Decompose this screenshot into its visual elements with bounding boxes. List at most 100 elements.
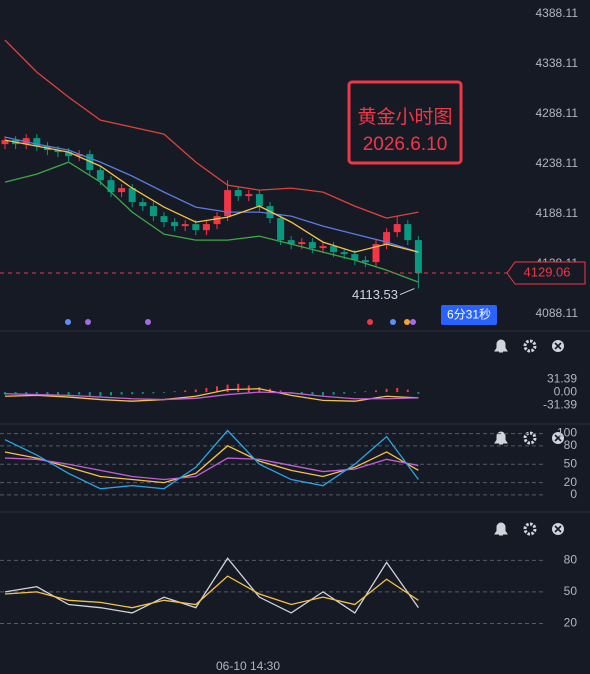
event-dot[interactable] xyxy=(85,319,91,325)
macd-bar xyxy=(406,389,409,393)
candle-body xyxy=(255,194,263,207)
candle-body xyxy=(171,222,179,227)
candle-body xyxy=(107,180,115,193)
macd-bar xyxy=(184,390,187,393)
macd-bar xyxy=(300,392,303,394)
event-dot[interactable] xyxy=(404,319,410,325)
settings-icon[interactable] xyxy=(523,431,537,445)
close-icon-cross xyxy=(554,342,562,350)
macd-bar xyxy=(78,392,81,395)
y-tick-label: 0 xyxy=(570,487,577,501)
event-dot[interactable] xyxy=(410,319,416,325)
macd-bar xyxy=(343,392,346,394)
candle-body xyxy=(181,224,189,227)
countdown: 6分31秒 xyxy=(447,308,491,322)
alert-icon[interactable] xyxy=(494,522,508,536)
macd-bar xyxy=(216,386,218,393)
y-tick-label: 4388.11 xyxy=(536,6,579,20)
event-dot[interactable] xyxy=(145,319,151,325)
y-tick-label: 50 xyxy=(564,584,578,598)
candle-body xyxy=(245,194,253,197)
candle-body xyxy=(213,216,221,225)
macd-bar xyxy=(279,390,282,393)
candle-body xyxy=(224,190,232,217)
indicator-line xyxy=(4,429,419,490)
y-tick-label: 4188.11 xyxy=(536,206,579,220)
low-pointer xyxy=(399,288,415,296)
indicator-line xyxy=(4,457,419,481)
indicator-line xyxy=(4,557,419,614)
y-tick-label: 0.00 xyxy=(554,384,578,398)
y-tick-label: 31.39 xyxy=(547,371,577,385)
candle-body xyxy=(277,218,285,241)
candle-body xyxy=(202,224,210,231)
indicator-line xyxy=(4,39,419,219)
macd-bar xyxy=(120,392,123,395)
y-tick-label: 80 xyxy=(564,553,578,567)
settings-icon[interactable] xyxy=(523,339,537,353)
close-icon-cross xyxy=(554,434,562,442)
macd-bar xyxy=(226,384,229,393)
y-tick-label: 20 xyxy=(564,475,578,489)
settings-icon[interactable] xyxy=(523,522,537,536)
candle-body xyxy=(22,138,30,145)
candle-body xyxy=(393,224,401,233)
candle-body xyxy=(118,188,126,193)
y-tick-label: 50 xyxy=(564,456,578,470)
candle-body xyxy=(234,190,242,197)
indicator-line xyxy=(4,388,419,402)
macd-bar xyxy=(35,392,38,394)
candle-body xyxy=(330,246,338,253)
alert-icon[interactable] xyxy=(494,339,508,353)
annotation-date: 2026.6.10 xyxy=(363,134,448,155)
macd-bar xyxy=(311,392,314,395)
candle-body xyxy=(383,232,391,245)
annotation-title: 黄金小时图 xyxy=(357,106,452,128)
y-tick-label: 4088.11 xyxy=(536,306,579,320)
countdown-box xyxy=(441,305,497,325)
macd-bar xyxy=(332,392,335,395)
event-dot[interactable] xyxy=(390,319,396,325)
candle-body xyxy=(128,188,136,203)
indicator-line xyxy=(4,391,419,401)
candle-body xyxy=(1,140,9,145)
macd-bar xyxy=(417,392,420,394)
candle-body xyxy=(361,260,369,263)
macd-bar xyxy=(237,383,240,393)
macd-bar xyxy=(173,391,176,393)
y-tick-label: 100 xyxy=(557,426,577,440)
event-dot[interactable] xyxy=(367,319,373,325)
candle-body xyxy=(149,206,157,217)
alert-icon[interactable] xyxy=(494,431,508,445)
macd-bar xyxy=(396,387,399,393)
macd-bar xyxy=(131,392,134,395)
candle-body xyxy=(96,170,104,181)
macd-bar xyxy=(364,391,367,393)
candle-body xyxy=(75,154,83,157)
y-tick-label: 20 xyxy=(564,616,578,630)
y-tick-label: 80 xyxy=(564,438,578,452)
macd-bar xyxy=(141,392,144,394)
macd-bar xyxy=(385,388,388,393)
price-tag-label: 4129.06 xyxy=(524,264,571,279)
macd-bar xyxy=(194,389,197,393)
macd-bar xyxy=(110,392,112,396)
macd-bar xyxy=(322,392,324,396)
candle-body xyxy=(319,246,327,249)
indicator-line xyxy=(4,445,419,484)
candle-body xyxy=(308,242,316,249)
event-dots xyxy=(65,319,416,325)
macd-bar xyxy=(67,392,70,396)
macd-bar xyxy=(4,392,6,395)
candle-body xyxy=(340,252,348,255)
macd-bar xyxy=(14,392,17,395)
low-label: 4113.53 xyxy=(352,287,398,302)
candle-body xyxy=(298,242,306,245)
candle-body xyxy=(33,138,41,147)
event-dot[interactable] xyxy=(65,319,71,325)
macd-bar xyxy=(163,392,165,393)
price-tag xyxy=(506,261,586,285)
macd-bar xyxy=(205,387,208,393)
